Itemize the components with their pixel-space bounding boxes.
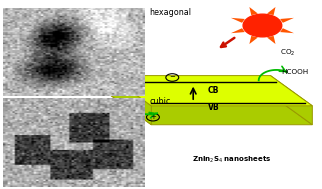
Polygon shape: [249, 7, 258, 15]
Polygon shape: [231, 18, 245, 23]
Polygon shape: [231, 28, 245, 33]
Polygon shape: [109, 76, 151, 125]
Text: CO$_2$: CO$_2$: [280, 48, 296, 58]
Text: HCHO: HCHO: [71, 122, 95, 128]
Text: CB: CB: [208, 86, 219, 95]
Text: VB: VB: [208, 103, 219, 112]
Text: +: +: [150, 114, 156, 120]
Text: −: −: [169, 74, 175, 81]
Text: CH$_3$OH: CH$_3$OH: [70, 100, 98, 110]
Polygon shape: [249, 36, 258, 44]
Polygon shape: [280, 18, 294, 23]
Circle shape: [243, 14, 282, 37]
Polygon shape: [109, 76, 312, 106]
Polygon shape: [267, 36, 276, 44]
Polygon shape: [109, 94, 312, 125]
Polygon shape: [267, 7, 276, 15]
Text: hexagonal: hexagonal: [150, 8, 192, 17]
Polygon shape: [280, 28, 294, 33]
Text: cubic: cubic: [150, 97, 171, 106]
Text: HCOOH: HCOOH: [282, 69, 309, 75]
Polygon shape: [270, 76, 312, 125]
Text: ZnIn$_2$S$_4$ nanosheets: ZnIn$_2$S$_4$ nanosheets: [192, 155, 271, 165]
